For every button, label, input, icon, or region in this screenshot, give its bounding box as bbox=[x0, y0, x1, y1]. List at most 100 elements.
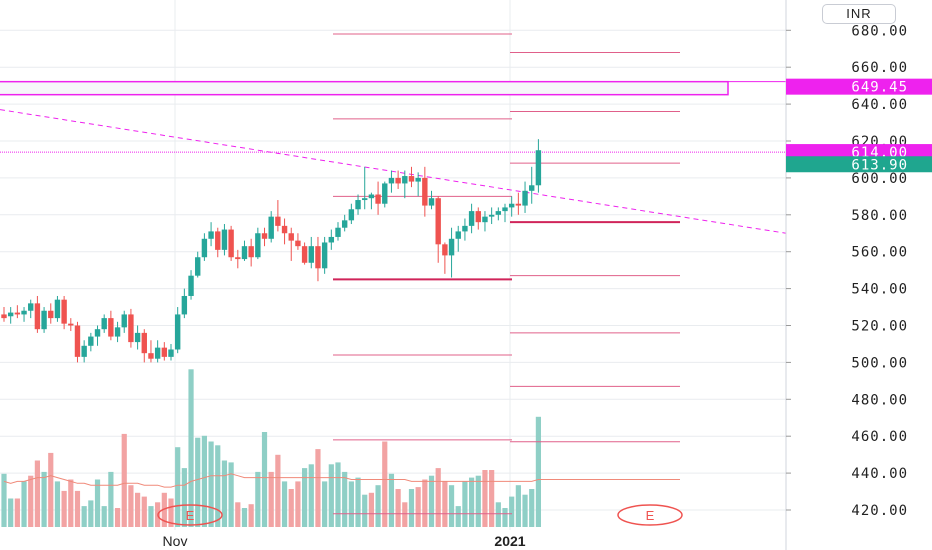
candle bbox=[395, 170, 401, 189]
candle bbox=[188, 270, 194, 300]
volume-bar bbox=[54, 481, 61, 527]
volume-bar bbox=[422, 479, 428, 527]
candle bbox=[328, 229, 335, 250]
volume-bar bbox=[442, 481, 448, 527]
candle bbox=[315, 236, 321, 282]
candle-body bbox=[508, 203, 515, 208]
candle-body bbox=[188, 275, 194, 296]
time-axis-label: 2021 bbox=[494, 533, 525, 549]
candle bbox=[28, 299, 34, 319]
candle bbox=[535, 139, 542, 193]
candle-body bbox=[468, 211, 475, 226]
currency-selector[interactable]: INR bbox=[822, 4, 896, 24]
candle bbox=[301, 242, 308, 265]
volume-bar bbox=[275, 454, 281, 527]
candle bbox=[54, 295, 61, 322]
candle-body bbox=[121, 314, 127, 328]
candle-body bbox=[261, 233, 268, 239]
earnings-marker: E bbox=[157, 504, 223, 526]
candle-body bbox=[495, 211, 502, 215]
candle bbox=[228, 225, 234, 261]
volume-bar bbox=[188, 369, 194, 527]
candle bbox=[335, 222, 341, 241]
candle-body bbox=[48, 310, 54, 319]
levels bbox=[0, 33, 787, 515]
volume-bar bbox=[482, 470, 488, 527]
price-axis-label: 440.00 bbox=[851, 466, 908, 482]
volume-bar bbox=[268, 471, 274, 527]
candle bbox=[121, 310, 127, 333]
candle bbox=[94, 325, 101, 346]
volume-bar bbox=[415, 487, 421, 527]
earnings-marker-label: E bbox=[186, 508, 195, 523]
candle bbox=[281, 218, 288, 245]
candle bbox=[415, 172, 421, 197]
price-axis: 420.00 440.00 460.00 480.00 500.00 520.00 540.… bbox=[786, 23, 908, 519]
candle-body bbox=[208, 231, 214, 239]
candle-body bbox=[529, 185, 535, 191]
candle bbox=[482, 211, 488, 232]
candle bbox=[448, 227, 455, 278]
volume-bar bbox=[355, 477, 361, 527]
candle-body bbox=[128, 314, 134, 343]
candle-body bbox=[408, 176, 415, 182]
candle bbox=[348, 203, 355, 225]
volume-bar bbox=[61, 490, 67, 527]
candle-body bbox=[241, 246, 248, 260]
earnings-marker-circle bbox=[157, 504, 223, 526]
candle-body bbox=[275, 216, 281, 226]
candle bbox=[41, 307, 47, 333]
candle-body bbox=[141, 332, 147, 354]
volume-bar bbox=[502, 508, 508, 527]
candle bbox=[515, 192, 522, 215]
candle-body bbox=[235, 257, 241, 260]
volume-bar bbox=[1, 473, 7, 527]
candle-body bbox=[415, 177, 421, 182]
grid bbox=[0, 0, 786, 530]
candle-body bbox=[462, 225, 468, 232]
candle bbox=[255, 227, 261, 260]
candle bbox=[488, 207, 495, 225]
resistance-zone bbox=[0, 80, 729, 96]
candle-body bbox=[402, 176, 408, 184]
candle-body bbox=[442, 244, 448, 256]
trendline bbox=[0, 109, 787, 234]
volume-bar bbox=[121, 433, 127, 527]
candle-body bbox=[108, 318, 114, 337]
candle bbox=[201, 233, 208, 261]
candle bbox=[108, 310, 114, 341]
candle bbox=[408, 166, 415, 188]
candle bbox=[248, 238, 254, 267]
volume-bar bbox=[108, 471, 114, 527]
candle bbox=[148, 340, 154, 363]
volume-bar bbox=[41, 471, 47, 527]
candle bbox=[221, 224, 228, 256]
candle-body bbox=[535, 150, 542, 186]
candle bbox=[422, 166, 428, 217]
volume-bar bbox=[241, 508, 248, 527]
price-axis-label: 580.00 bbox=[851, 208, 908, 224]
volume-bar bbox=[28, 475, 34, 527]
volume-bar bbox=[342, 471, 348, 527]
volume-bar bbox=[221, 460, 228, 527]
volume-ma-line bbox=[3, 473, 680, 488]
candle-body bbox=[81, 345, 87, 357]
candle-body bbox=[28, 303, 34, 311]
volume-bar bbox=[135, 492, 141, 527]
candle-body bbox=[201, 238, 208, 258]
time-axis: Nov 2021 bbox=[163, 533, 526, 549]
volume-bar bbox=[462, 481, 468, 527]
volume-bar bbox=[261, 432, 268, 527]
candle-body bbox=[382, 183, 388, 204]
volume-bar bbox=[235, 502, 241, 527]
candle-body bbox=[255, 233, 261, 258]
candle bbox=[529, 166, 535, 204]
candle bbox=[442, 242, 448, 274]
earnings-marker: E bbox=[617, 504, 683, 526]
volume-bar bbox=[74, 490, 81, 527]
volume-bar bbox=[302, 468, 308, 527]
candle-body bbox=[295, 240, 301, 247]
